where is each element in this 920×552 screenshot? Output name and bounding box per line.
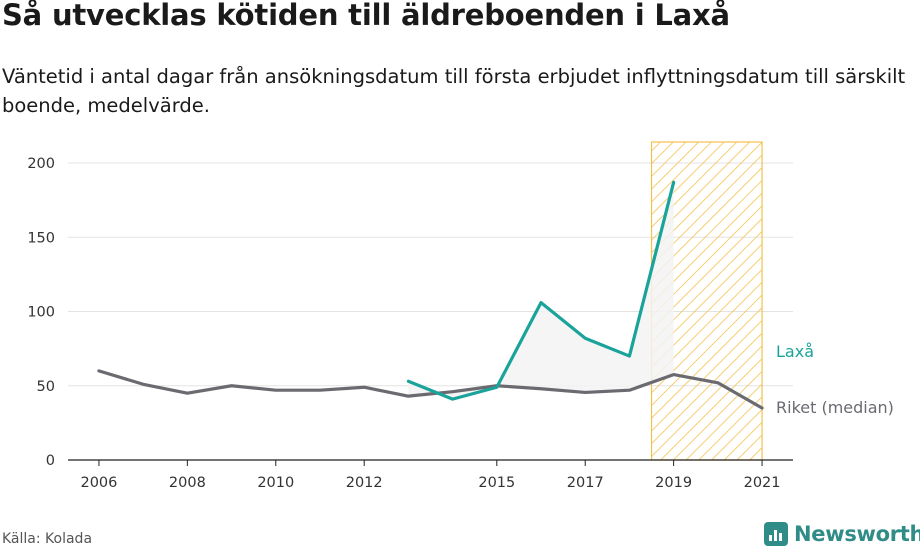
y-tick-label: 100 xyxy=(27,305,55,321)
y-tick-label: 0 xyxy=(46,453,55,469)
y-tick-label: 150 xyxy=(27,230,55,246)
chart-subtitle: Väntetid i antal dagar från ansökningsda… xyxy=(2,65,906,117)
newsworthy-logo-icon xyxy=(764,522,788,546)
brand-name: Newsworthy xyxy=(794,522,920,546)
x-tick-label: 2017 xyxy=(567,475,604,491)
y-tick-label: 200 xyxy=(27,156,55,172)
x-tick-label: 2010 xyxy=(257,475,294,491)
series-line-laxa xyxy=(406,180,676,401)
x-tick-label: 2021 xyxy=(744,475,781,491)
x-tick-label: 2012 xyxy=(346,475,383,491)
x-tick-label: 2008 xyxy=(169,475,206,491)
series-label-laxa: Laxå xyxy=(776,342,814,361)
y-tick-label: 50 xyxy=(37,379,55,395)
difference-band xyxy=(408,182,674,400)
x-tick-label: 2006 xyxy=(80,475,117,491)
x-tick-label: 2015 xyxy=(478,475,515,491)
x-tick-label: 2019 xyxy=(655,475,692,491)
brand-logo: Newsworthy xyxy=(764,520,920,548)
series-line-riket xyxy=(97,369,764,410)
series-label-riket: Riket (median) xyxy=(776,398,894,417)
source-note: Källa: Kolada xyxy=(2,531,93,547)
chart-title: Så utvecklas kötiden till äldreboenden i… xyxy=(2,0,730,32)
